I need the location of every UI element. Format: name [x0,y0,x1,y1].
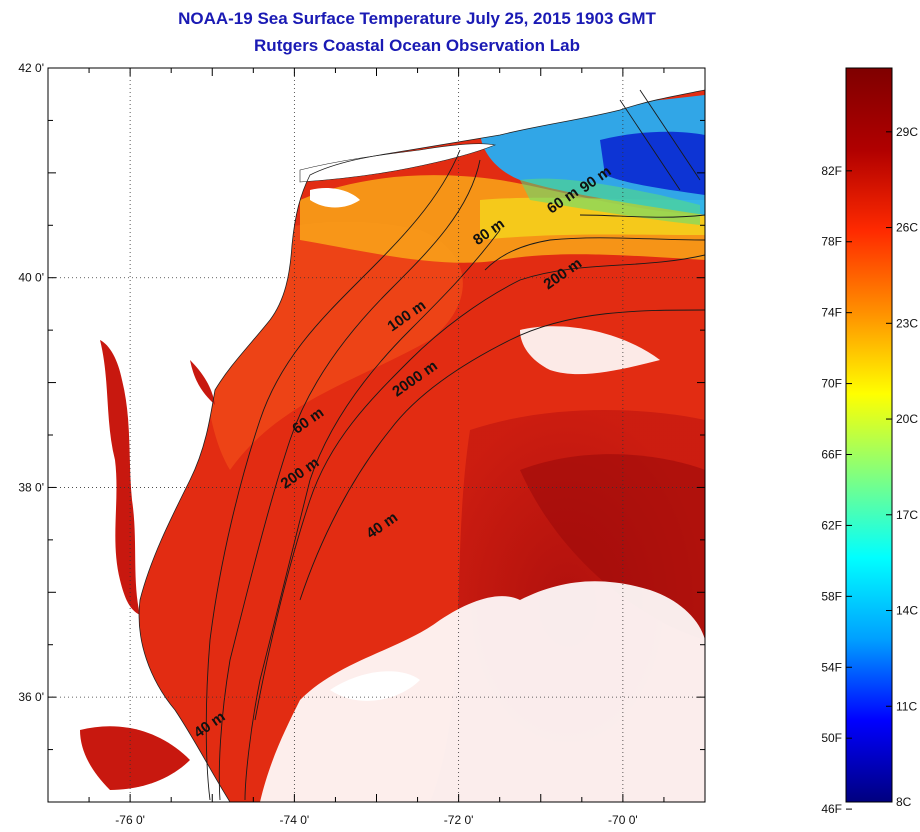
lat-tick-label: 38 0' [18,480,44,494]
cool-water-green [520,178,700,225]
lat-tick-label: 42 0' [18,61,44,75]
colorbar-label-c: 14C [896,604,918,618]
graticule [48,68,705,802]
map-subtitle: Rutgers Coastal Ocean Observation Lab [254,36,580,55]
cloud-mask-nj [310,188,360,208]
colorbar [845,67,893,803]
lon-tick-label: -74 0' [280,813,310,827]
colorbar-label-f: 50F [821,731,842,745]
colorbar-label-c: 26C [896,221,918,235]
cloud-mask-mid [520,326,660,375]
colorbar-label-f: 82F [821,164,842,178]
cloud-mask-southwest [330,671,420,701]
colorbar-label-f: 46F [821,802,842,816]
pamlico-sound [80,726,190,790]
lon-tick-label: -76 0' [115,813,145,827]
colorbar-label-c: 20C [896,412,918,426]
delaware-bay [190,360,215,405]
lon-tick-label: -70 0' [608,813,638,827]
map-axes: -76 0' -74 0' -72 0' -70 0' 42 0' 40 0' 38 0' 3… [18,61,706,827]
lat-tick-label: 40 0' [18,271,44,285]
colorbar-label-c: 11C [896,699,917,713]
bathymetry-contours [205,89,705,801]
lon-tick-label: -72 0' [444,813,474,827]
chesapeake-bay [100,340,140,615]
cloud-mask-south [260,581,705,802]
colorbar-labels: 82F 78F 74F 70F 66F 62F 58F 54F 50F 46F 29C 26C 23C 2… [821,125,918,816]
lat-tick-label: 36 0' [18,690,44,704]
colorbar-label-f: 70F [821,377,842,391]
colorbar-label-c: 8C [896,795,912,809]
colorbar-label-c: 23C [896,316,918,330]
colorbar-label-c: 29C [896,125,918,139]
land-mainland [48,68,705,802]
colorbar-label-f: 62F [821,518,842,532]
coastline [138,89,705,802]
colorbar-label-f: 54F [821,660,842,674]
colorbar-label-f: 58F [821,589,842,603]
colorbar-label-f: 74F [821,306,842,320]
colorbar-label-c: 17C [896,508,918,522]
colorbar-label-f: 66F [821,448,842,462]
map-title: NOAA-19 Sea Surface Temperature July 25,… [178,9,656,28]
colorbar-label-f: 78F [821,235,842,249]
